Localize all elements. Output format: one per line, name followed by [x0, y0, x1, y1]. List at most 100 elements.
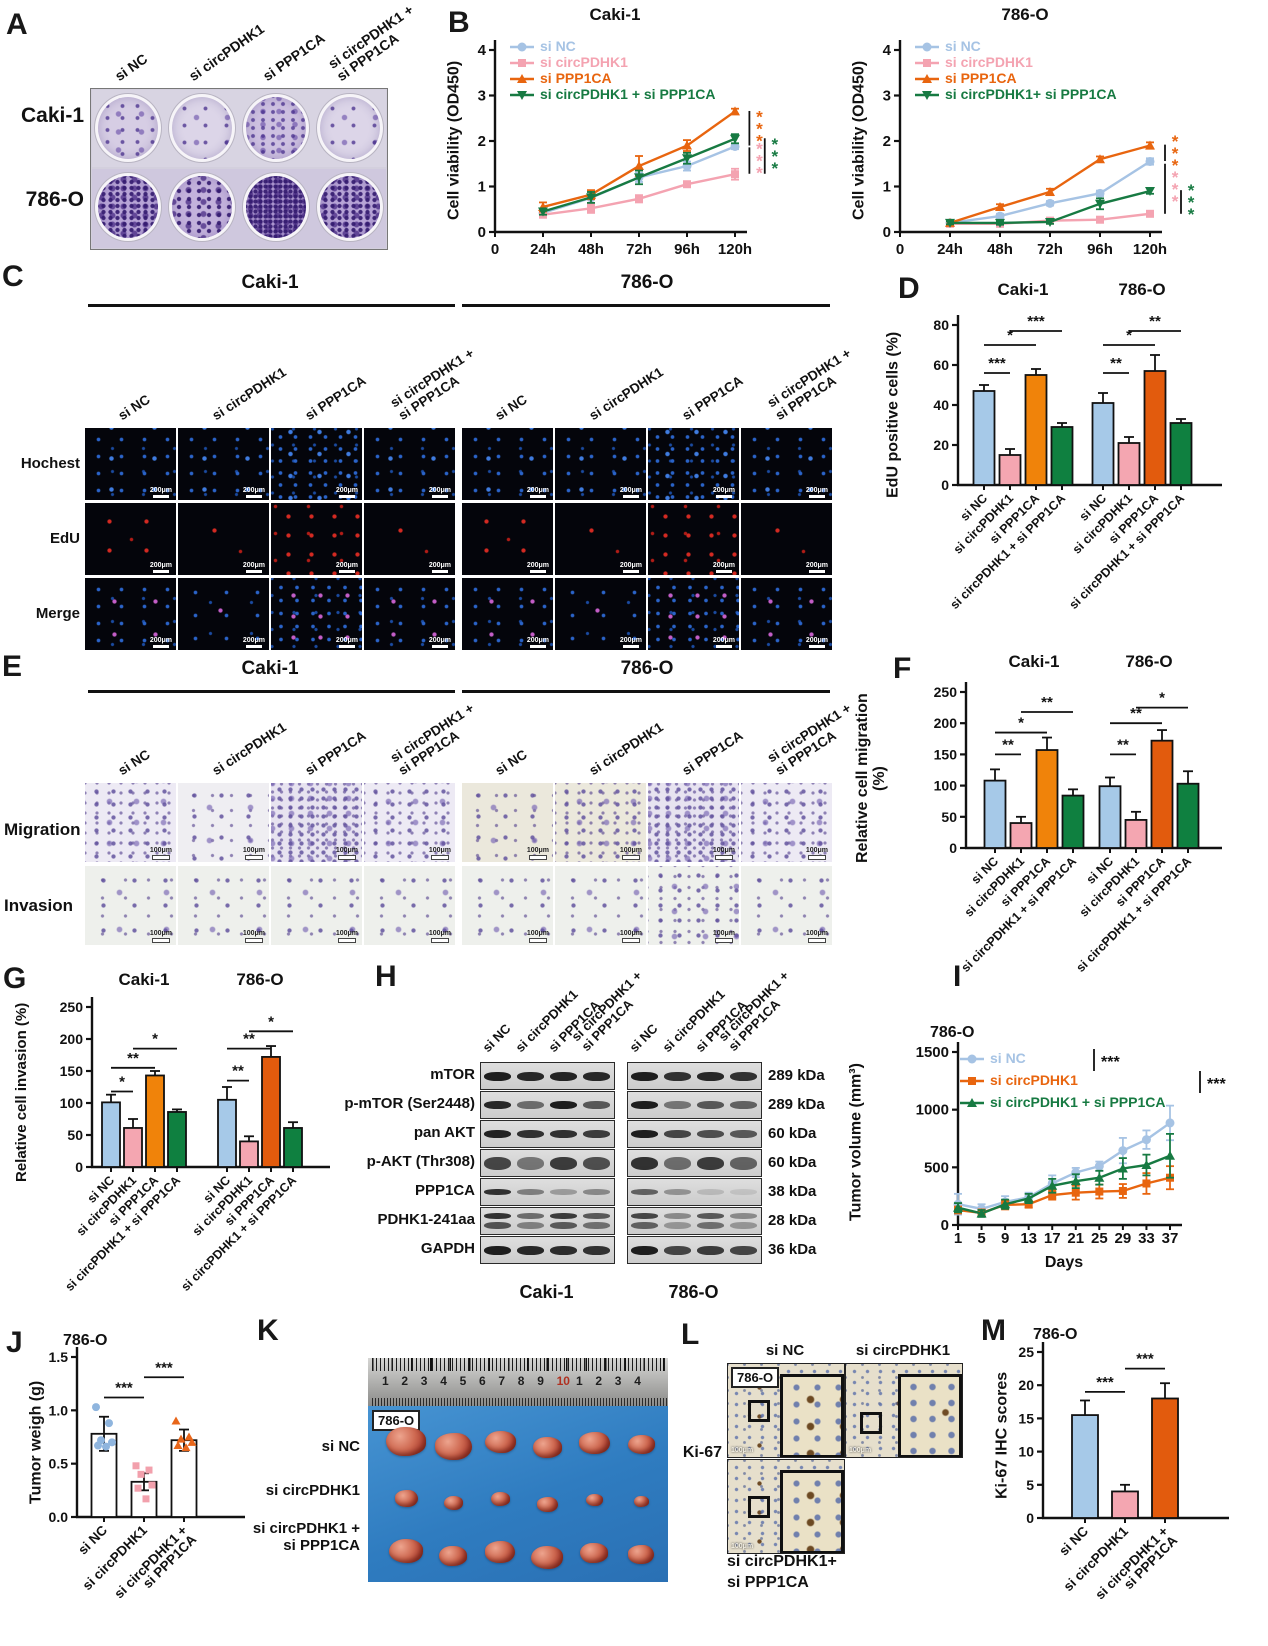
transwell-image: 100μm [462, 866, 553, 945]
panel-c-786o-underline [462, 304, 830, 307]
blot-row-label: PDHK1-241aa [377, 1211, 475, 1228]
svg-text:150: 150 [934, 746, 958, 762]
svg-text:si PPP1CA: si PPP1CA [945, 70, 1017, 86]
svg-text:*: * [771, 135, 778, 154]
svg-text:17: 17 [1044, 1230, 1061, 1247]
svg-text:Caki-1: Caki-1 [997, 280, 1048, 299]
scale-bar-line [431, 645, 448, 648]
scale-bar-line [152, 570, 169, 573]
transwell-image: 100μm [178, 783, 269, 862]
panel-a-letter: A [6, 8, 28, 41]
panel-c-condition-label: si NC [492, 391, 530, 424]
scale-bar-text: 200μm [335, 562, 358, 569]
svg-text:1: 1 [883, 179, 891, 196]
panel-c-caki1-title: Caki-1 [241, 272, 299, 293]
scale-bar-text: 100μm [619, 930, 642, 937]
scale-bar-text: 100μm [805, 930, 828, 937]
blot-row-label: PPP1CA [414, 1182, 475, 1199]
ruler-number: 2 [595, 1374, 603, 1388]
tumor-specimen [578, 1432, 610, 1454]
svg-text:120h: 120h [718, 241, 752, 256]
scale-bar-text: 200μm [805, 562, 828, 569]
blot-box [480, 1207, 615, 1235]
scale-bar-text: 100μm [526, 930, 549, 937]
panel-c-condition-label: si circPDHK1 + si PPP1CA [387, 345, 477, 423]
blot-row-label: pan AKT [413, 1124, 475, 1141]
scale-bar-line [245, 645, 262, 648]
svg-text:0: 0 [949, 840, 957, 856]
panel-c-condition-label: si circPDHK1 [586, 364, 666, 424]
svg-text:9: 9 [1001, 1230, 1009, 1247]
svg-text:24h: 24h [530, 241, 556, 256]
fluorescence-image: 200μm [555, 428, 646, 500]
panel-c-row-label-merge: Merge [35, 605, 80, 622]
blot-band [664, 1245, 691, 1255]
svg-text:80: 80 [933, 317, 949, 333]
scale-bar: 200μm [527, 562, 549, 573]
ihc-image: 100μm 786-O [727, 1363, 845, 1458]
ihc-region-box [860, 1412, 882, 1434]
scale-bar: 100μm [620, 847, 642, 860]
svg-text:*: * [1126, 327, 1132, 344]
transwell-image: 100μm [271, 866, 362, 945]
svg-text:si circPDHK1: si circPDHK1 [945, 54, 1033, 70]
scale-bar-text: 100μm [526, 847, 549, 854]
fluorescence-image: 200μm [462, 578, 553, 650]
svg-text:***: *** [1207, 1076, 1226, 1093]
scale-bar-text: 100μm [805, 847, 828, 854]
scale-bar-text: 100μm [335, 847, 358, 854]
blot-band [550, 1156, 577, 1170]
scale-bar-text: 200μm [526, 487, 549, 494]
ruler-number: 4 [440, 1374, 447, 1388]
panel-g-chart: 0 50 100 150 200 250 si NC si circPDHK1 si PPP1C… [0, 970, 345, 1400]
scale-bar-line [244, 855, 263, 860]
panel-e-row-label-invasion: Invasion [4, 896, 73, 915]
blot-band [550, 1130, 577, 1138]
blot-band [697, 1189, 724, 1195]
blot-box [627, 1178, 762, 1206]
panel-l-col-label-sinc: si NC [765, 1342, 805, 1359]
svg-text:*: * [756, 107, 763, 126]
svg-text:0: 0 [478, 224, 486, 241]
svg-text:786-O: 786-O [63, 1332, 107, 1349]
ruler-ticks [372, 1358, 668, 1371]
panel-m-chart: 0 5 10 15 20 25 si NC si circPDHK1 si circPDHK1 … [955, 1315, 1268, 1646]
svg-text:1: 1 [954, 1230, 962, 1247]
scale-bar: 100μm [806, 847, 828, 860]
scale-bar-line [431, 570, 448, 573]
svg-text:786-O: 786-O [1001, 5, 1048, 24]
blot-band [517, 1071, 544, 1081]
svg-text:*: * [1188, 193, 1195, 212]
scale-bar-text: 200μm [242, 487, 265, 494]
blot-band [631, 1101, 658, 1109]
blot-kda-label: 60 kDa [768, 1154, 817, 1171]
svg-text:***: *** [1136, 1351, 1154, 1368]
panel-m-letter: M [981, 1314, 1006, 1347]
scale-bar: 100μm [150, 930, 172, 943]
blot-band [697, 1101, 724, 1109]
svg-text:786-O: 786-O [930, 1024, 974, 1041]
blot-band [583, 1245, 610, 1255]
svg-text:150: 150 [60, 1063, 84, 1079]
scale-bar-text: 100μm [619, 847, 642, 854]
scale-bar: 200μm [713, 637, 735, 648]
svg-text:1000: 1000 [916, 1102, 949, 1119]
colony-well [317, 94, 383, 162]
blot-band [484, 1156, 511, 1170]
svg-text:250: 250 [60, 999, 84, 1015]
transwell-image: 100μm [85, 866, 176, 945]
scale-bar-text: 100μm [428, 930, 451, 937]
svg-text:1500: 1500 [916, 1044, 949, 1061]
scale-bar-line [245, 495, 262, 498]
panel-l-bottom-label: si circPDHK1+ si PPP1CA [727, 1553, 837, 1591]
svg-text:0: 0 [491, 241, 499, 256]
panel-d-letter: D [898, 272, 920, 305]
panel-c-row-label-hochest: Hochest [20, 455, 80, 472]
svg-text:50: 50 [67, 1127, 83, 1143]
svg-text:1.5: 1.5 [49, 1349, 69, 1365]
scale-bar-text: 200μm [526, 637, 549, 644]
panel-e-condition-label: si PPP1CA [302, 727, 369, 779]
svg-text:***: *** [115, 1380, 133, 1397]
scale-bar-text: 200μm [805, 487, 828, 494]
svg-text:96h: 96h [1087, 241, 1113, 256]
